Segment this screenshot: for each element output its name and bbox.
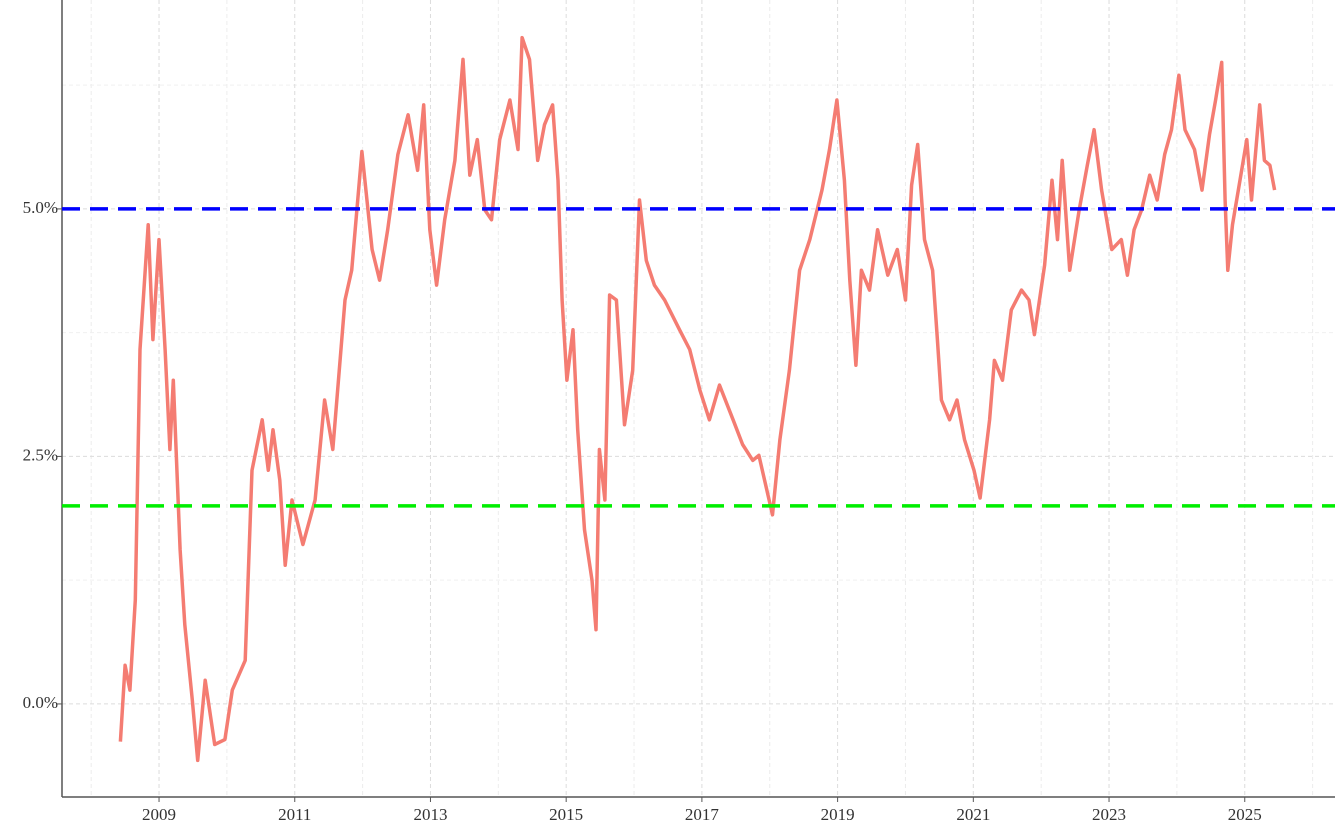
x-tick-label: 2025 — [1228, 805, 1262, 824]
x-tick-label: 2017 — [685, 805, 720, 824]
y-tick-label: 0.0% — [23, 693, 58, 712]
x-tick-label: 2021 — [956, 805, 990, 824]
y-tick-label: 5.0% — [23, 198, 58, 217]
x-tick-label: 2023 — [1092, 805, 1126, 824]
y-tick-label: 2.5% — [23, 445, 58, 464]
x-tick-label: 2019 — [821, 805, 855, 824]
data-line — [118, 35, 1277, 763]
x-tick-label: 2009 — [142, 805, 176, 824]
x-tick-label: 2013 — [413, 805, 447, 824]
x-tick-label: 2015 — [549, 805, 583, 824]
x-tick-label: 2011 — [278, 805, 311, 824]
